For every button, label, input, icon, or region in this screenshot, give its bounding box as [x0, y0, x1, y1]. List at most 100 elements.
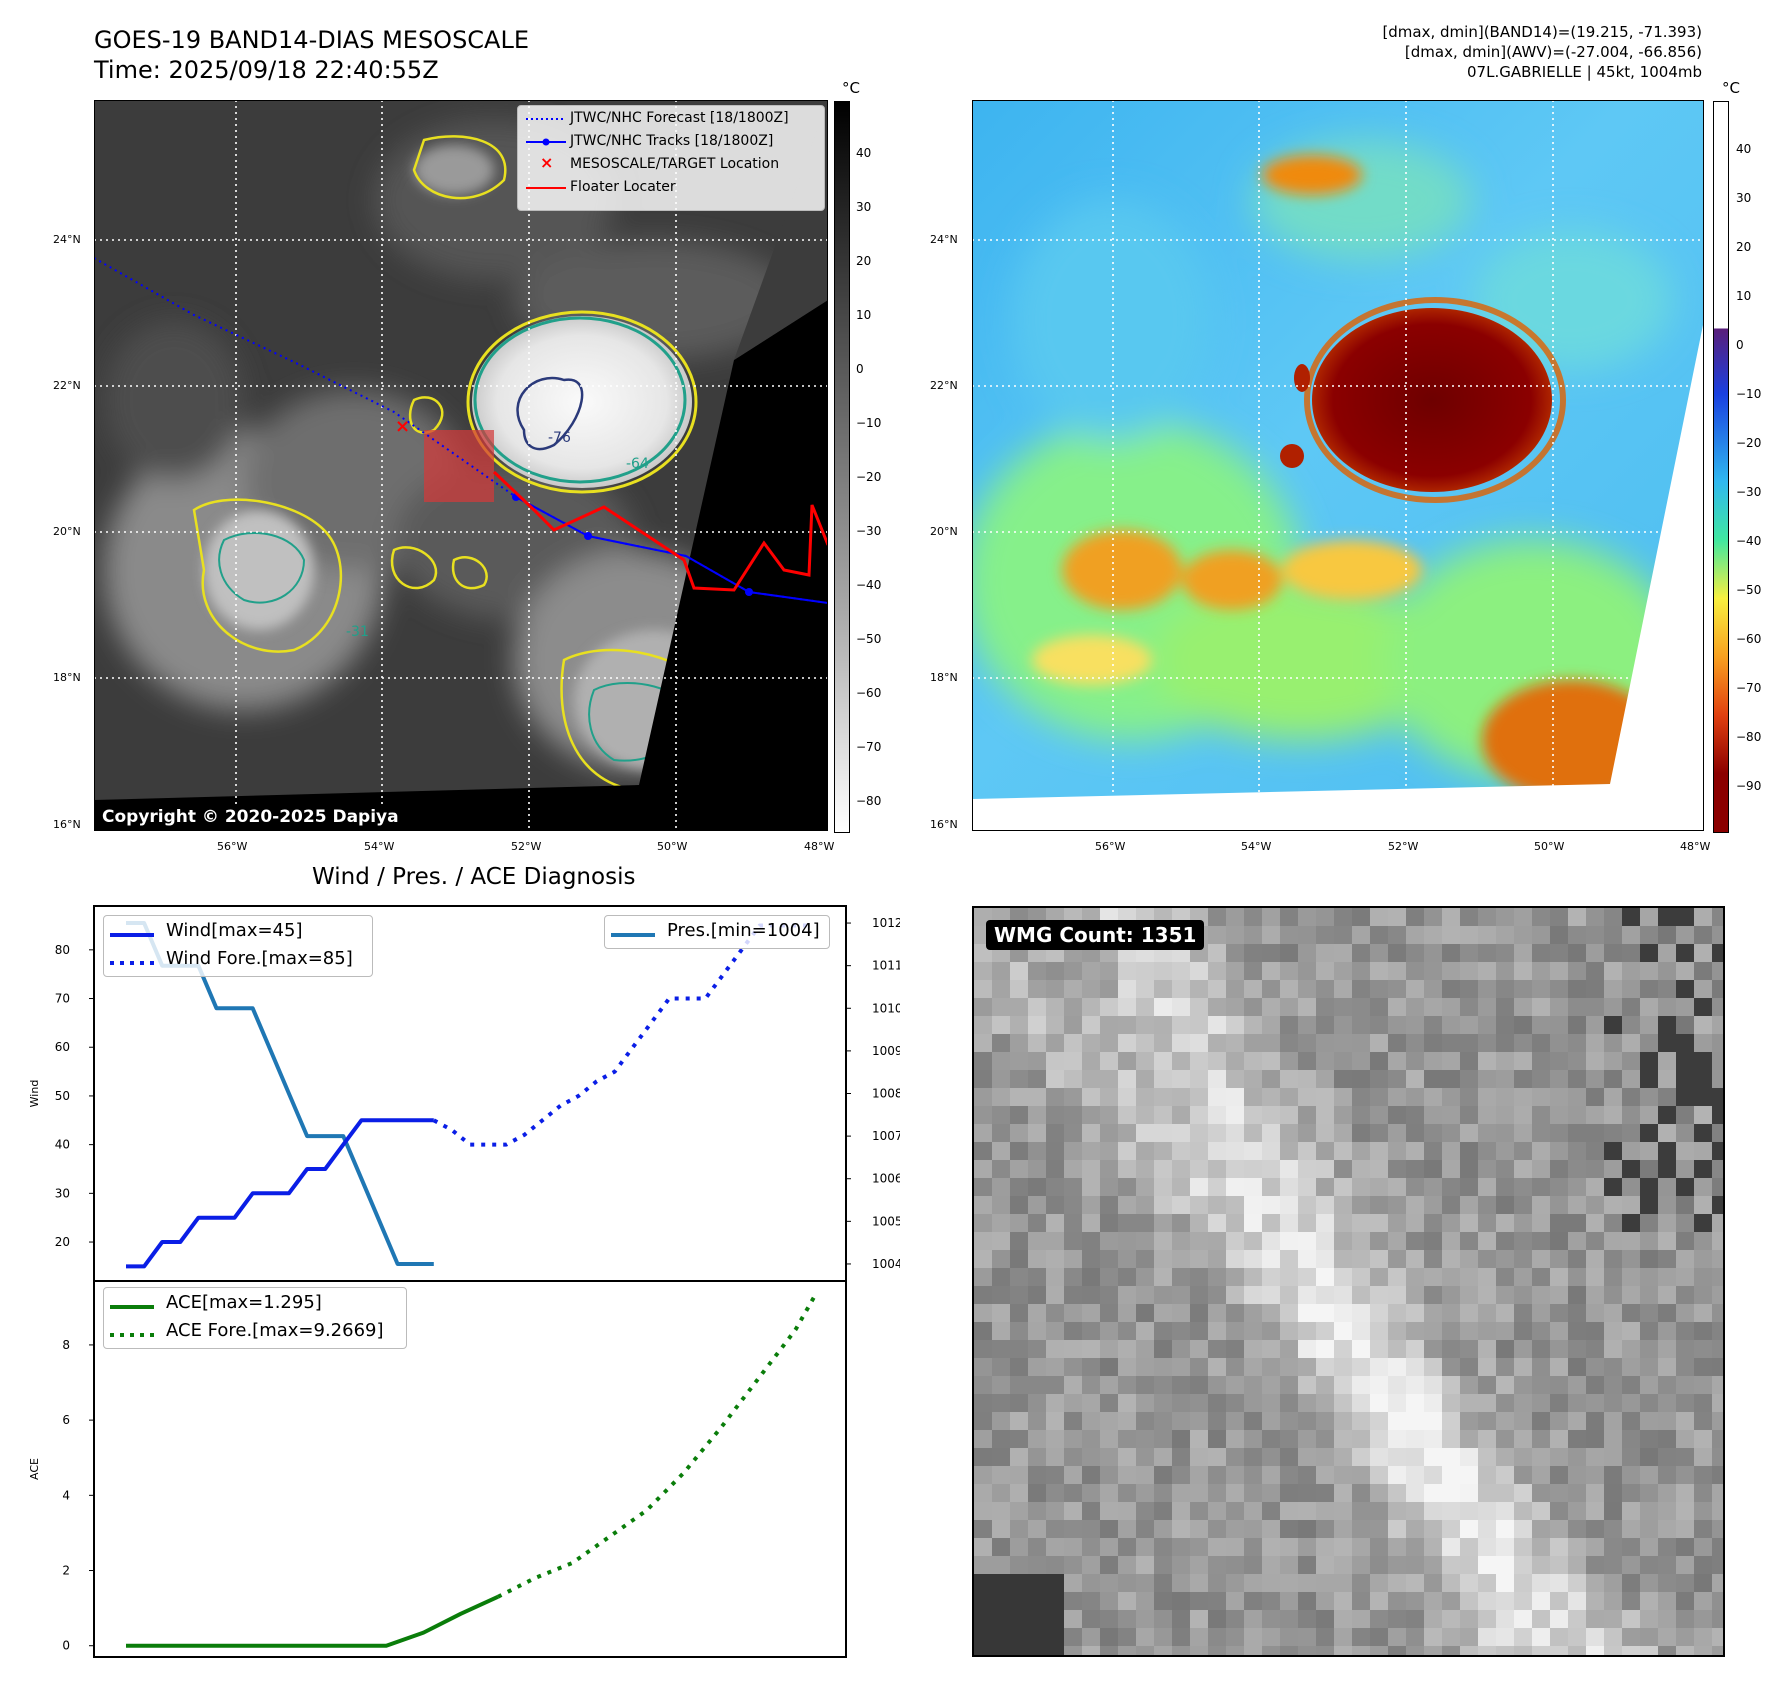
pressure-legend: Pres.[min=1004] — [604, 915, 830, 949]
info-line1: [dmax, dmin](BAND14)=(19.215, -71.393) — [1382, 23, 1702, 41]
lat-label-24n: 24°N — [53, 233, 81, 246]
y-right-tick-label: 1009 — [872, 1044, 900, 1058]
pressure-legend-swatch — [611, 926, 655, 944]
wind-legend-swatch — [110, 926, 154, 944]
lon-label-48w: 48°W — [804, 840, 835, 853]
awv-lat-label-16n: 16°N — [930, 818, 958, 831]
lon-label-56w: 56°W — [217, 840, 248, 853]
lat-label-16n: 16°N — [53, 818, 81, 831]
legend-floater-swatch — [526, 181, 566, 195]
observed-track — [515, 496, 829, 604]
legend-forecast-swatch — [526, 112, 566, 126]
wind-fore-legend-label: Wind Fore.[max=85] — [166, 948, 353, 969]
ace-fore-legend-swatch — [110, 1326, 154, 1344]
contour-teal — [473, 316, 687, 484]
diagnosis-chart: 20304050607080Wind1004100510061007100810… — [28, 905, 900, 1658]
colorbar-right — [1713, 101, 1729, 833]
awv-lat-label-24n: 24°N — [930, 233, 958, 246]
contour-label-31: -31 — [346, 624, 369, 640]
wmg-panel: WMG Count: 1351 — [972, 906, 1725, 1657]
awv-map-image — [962, 99, 1705, 832]
contour-yellow — [466, 310, 698, 494]
pressure-legend-label: Pres.[min=1004] — [667, 920, 820, 941]
lon-label-50w: 50°W — [657, 840, 688, 853]
y-axis-label: ACE — [28, 1458, 41, 1480]
ace-axes: 0 2 4 6 8 ACE — [28, 1280, 847, 1658]
colorbar-left — [834, 101, 850, 833]
y-tick-label: 70 — [55, 992, 70, 1006]
wind-line — [126, 1118, 434, 1269]
y-right-tick-label: 1010 — [872, 1001, 900, 1015]
ir-map-image: -76 -64 -31 — [93, 99, 830, 832]
no-data-wedge — [94, 300, 828, 831]
awv-gridlines — [972, 100, 1704, 831]
warm-moist-cells — [1032, 155, 1662, 800]
y-tick-label: 20 — [55, 1235, 70, 1249]
colorbar-left-unit: °C — [842, 79, 860, 97]
y-right-tick-label: 1008 — [872, 1087, 900, 1101]
awv-lon-label-52w: 52°W — [1388, 840, 1419, 853]
y-tick-label: 50 — [55, 1089, 70, 1103]
lon-label-54w: 54°W — [364, 840, 395, 853]
ace-forecast-line — [496, 1296, 816, 1599]
ace-line — [126, 1594, 499, 1648]
wind-forecast-line — [432, 923, 814, 1147]
y-tick-label: 60 — [55, 1040, 70, 1054]
y-tick-label: 0 — [62, 1639, 70, 1653]
legend-forecast-label: JTWC/NHC Forecast [18/1800Z] — [570, 110, 789, 126]
ace-legend-label: ACE[max=1.295] — [166, 1292, 322, 1313]
y-right-tick-label: 1007 — [872, 1129, 900, 1143]
copyright-label: Copyright © 2020-2025 Dapiya — [96, 805, 405, 829]
contour-navy — [516, 376, 584, 451]
awv-lat-label-18n: 18°N — [930, 671, 958, 684]
awv-map-panel — [962, 99, 1705, 832]
y-right-tick-label: 1012 — [872, 916, 900, 930]
wmg-image — [974, 908, 1723, 1655]
y-right-tick-label: 1004 — [872, 1257, 900, 1271]
awv-no-data — [972, 320, 1704, 831]
info-line3: 07L.GABRIELLE | 45kt, 1004mb — [1467, 63, 1702, 81]
wind-fore-legend-swatch — [110, 954, 154, 972]
legend-target-label: MESOSCALE/TARGET Location — [570, 156, 780, 172]
ace-legend-swatch — [110, 1298, 154, 1316]
awv-lon-label-50w: 50°W — [1534, 840, 1565, 853]
awv-lat-label-22n: 22°N — [930, 379, 958, 392]
legend-floater-label: Floater Locater — [570, 179, 676, 195]
lon-label-52w: 52°W — [511, 840, 542, 853]
y-right-tick-label: 1006 — [872, 1172, 900, 1186]
y-tick-label: 2 — [62, 1564, 70, 1578]
wind-legend-label: Wind[max=45] — [166, 920, 303, 941]
awv-lon-label-48w: 48°W — [1680, 840, 1711, 853]
lat-label-22n: 22°N — [53, 379, 81, 392]
chart-title-line1: GOES-19 BAND14-DIAS MESOSCALE — [94, 26, 530, 54]
lat-label-18n: 18°N — [53, 671, 81, 684]
lat-label-20n: 20°N — [53, 525, 81, 538]
y-axis-label: Wind — [28, 1080, 41, 1108]
floater-locator-line — [492, 470, 830, 592]
ace-legend: ACE[max=1.295] ACE Fore.[max=9.2669] — [103, 1287, 407, 1349]
awv-lon-label-56w: 56°W — [1095, 840, 1126, 853]
legend-target-icon: × — [540, 153, 554, 172]
y-tick-label: 6 — [62, 1413, 70, 1427]
target-location-marker: × — [395, 416, 410, 437]
y-right-tick-label: 1011 — [872, 959, 900, 973]
diagnosis-title: Wind / Pres. / ACE Diagnosis — [312, 864, 636, 890]
awv-lon-label-54w: 54°W — [1241, 840, 1272, 853]
legend-tracks-label: JTWC/NHC Tracks [18/1800Z] — [570, 133, 774, 149]
y-tick-label: 30 — [55, 1186, 70, 1200]
axes-frame — [93, 1280, 847, 1658]
contour-label-64: -64 — [626, 456, 649, 472]
cold-core — [1312, 308, 1552, 492]
map-legend: JTWC/NHC Forecast [18/1800Z] JTWC/NHC Tr… — [517, 105, 825, 211]
y-tick-label: 40 — [55, 1138, 70, 1152]
awv-lat-label-20n: 20°N — [930, 525, 958, 538]
wind-legend: Wind[max=45] Wind Fore.[max=85] — [103, 915, 373, 977]
ace-fore-legend-label: ACE Fore.[max=9.2669] — [166, 1320, 384, 1341]
y-tick-label: 80 — [55, 943, 70, 957]
wmg-count-badge: WMG Count: 1351 — [986, 920, 1205, 950]
ir-map-panel: -76 -64 -31 — [93, 99, 830, 832]
y-tick-label: 8 — [62, 1338, 70, 1352]
gridlines — [94, 100, 828, 831]
colorbar-right-unit: °C — [1722, 79, 1740, 97]
contour-label-76: -76 — [548, 430, 571, 446]
